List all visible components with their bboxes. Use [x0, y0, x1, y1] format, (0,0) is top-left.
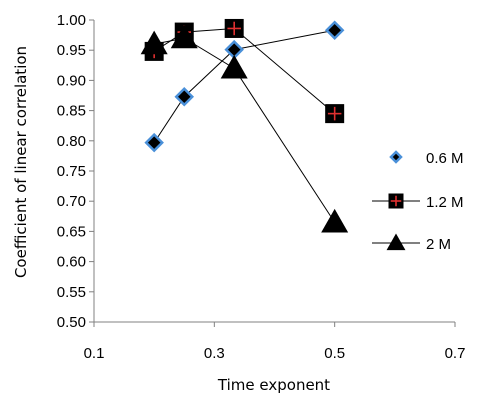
- legend-label: 1.2 M: [426, 194, 464, 211]
- data-point: [224, 18, 244, 38]
- x-tick-label: 0.5: [324, 345, 345, 362]
- series-line-3: [154, 37, 336, 223]
- data-point: [170, 24, 198, 49]
- data-point: [220, 54, 248, 79]
- legend-item: 2 M: [372, 233, 451, 253]
- x-tick-label: 0.3: [204, 345, 225, 362]
- data-point: [174, 86, 195, 107]
- y-tick-label: 0.80: [57, 133, 86, 150]
- y-tick-label: 0.65: [57, 223, 86, 240]
- x-tick-label: 0.7: [445, 345, 466, 362]
- y-tick-label: 0.90: [57, 72, 86, 89]
- y-tick-label: 0.70: [57, 193, 86, 210]
- data-point: [144, 132, 164, 153]
- data-point: [321, 208, 349, 233]
- data-point: [324, 20, 345, 41]
- y-tick-label: 0.55: [57, 284, 86, 301]
- x-axis-title: Time exponent: [217, 376, 330, 394]
- y-tick-label: 0.85: [57, 103, 86, 120]
- plot-area: 0.50 0.55 0.60 0.65 0.70 0.75 0.80 0.85 0.90 0.95…: [57, 12, 466, 362]
- legend-marker: [389, 150, 403, 164]
- series-line-2: [153, 27, 335, 115]
- legend-marker: [386, 233, 406, 251]
- legend-item: 0.6 M: [389, 150, 464, 167]
- y-tick-label: 0.75: [57, 163, 86, 180]
- y-tick-label: 1.00: [57, 12, 86, 29]
- y-axis-title: Coefficient of linear correlation: [12, 46, 30, 278]
- y-tick-label: 0.60: [57, 254, 86, 271]
- y-tick-label: 0.95: [57, 42, 86, 59]
- data-point: [325, 104, 345, 124]
- series-line-1: [153, 29, 335, 143]
- data-point: [140, 30, 168, 55]
- legend-marker: [388, 193, 404, 209]
- legend-label: 0.6 M: [426, 150, 464, 167]
- legend-label: 2 M: [426, 236, 451, 253]
- legend: 0.6 M 1.2 M 2 M: [372, 150, 464, 253]
- y-tick-label: 0.50: [57, 314, 86, 331]
- legend-item: 1.2 M: [372, 193, 464, 211]
- x-tick-label: 0.1: [84, 345, 105, 362]
